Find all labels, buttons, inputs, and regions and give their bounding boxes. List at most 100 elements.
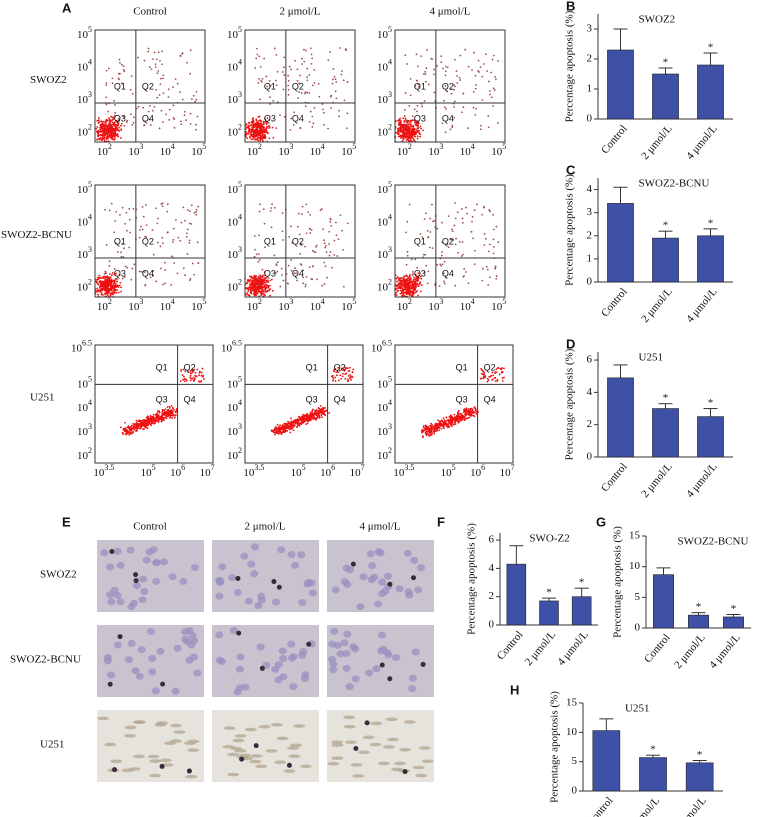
dot (297, 97, 299, 99)
dot (328, 231, 330, 233)
dot (324, 247, 326, 249)
dot (161, 411, 163, 413)
bar (540, 601, 559, 625)
cell (343, 581, 351, 588)
dot (481, 76, 483, 78)
column-header: 4 μmol/L (359, 521, 400, 533)
dot (274, 207, 276, 209)
cell (358, 750, 370, 754)
cell (274, 760, 286, 764)
dot (410, 94, 412, 96)
dot (409, 294, 411, 296)
cell (279, 647, 287, 654)
dot (468, 408, 470, 410)
dot (483, 375, 485, 377)
cell (152, 559, 160, 566)
dot (456, 415, 458, 417)
dot (253, 277, 255, 279)
dot (462, 241, 464, 243)
dot (405, 280, 407, 282)
tick-label: 104 (77, 212, 92, 228)
dot (442, 68, 444, 70)
dot (252, 119, 254, 121)
dot (320, 405, 322, 407)
cell (234, 749, 246, 753)
dot (155, 66, 157, 68)
quadrant-label: Q1 (306, 363, 318, 373)
dot (268, 290, 270, 292)
dot (465, 418, 467, 420)
dot (125, 265, 127, 267)
dot (334, 377, 336, 379)
dot (462, 92, 464, 94)
dot (169, 406, 171, 408)
tick-label: 106 (470, 463, 485, 479)
dot (440, 55, 442, 57)
dot (480, 125, 482, 127)
dot (412, 293, 414, 295)
dot (159, 94, 161, 96)
dot (290, 226, 292, 228)
dot (185, 119, 187, 121)
dot (473, 107, 475, 109)
dot (499, 374, 501, 376)
dot (264, 129, 266, 131)
tick-exp: 4 (171, 297, 175, 306)
tick-exp: 5 (238, 374, 242, 383)
dot (125, 431, 127, 433)
dot (98, 122, 100, 124)
significance-mark: * (708, 397, 714, 409)
dot (142, 107, 144, 109)
stained-cell (160, 764, 165, 769)
chart-title: U251 (625, 703, 649, 715)
dot (196, 209, 198, 211)
dot (161, 50, 163, 52)
tick-label: 106.5 (71, 338, 92, 354)
tick-label: 103.5 (393, 463, 414, 479)
dot (409, 275, 411, 277)
cell (394, 762, 406, 766)
dot (473, 91, 475, 93)
dot (312, 250, 314, 252)
stained-cell (187, 769, 192, 774)
dot (326, 277, 328, 279)
dot (420, 281, 422, 283)
quadrant-label: Q2 (142, 236, 154, 246)
dot (455, 218, 457, 220)
dot (252, 121, 254, 123)
dot (324, 407, 326, 409)
dot (186, 62, 188, 64)
dot (125, 429, 127, 431)
dot (199, 372, 201, 374)
dot (491, 96, 493, 98)
dot (463, 409, 465, 411)
dot (155, 63, 157, 65)
dot (417, 279, 419, 281)
dot (448, 246, 450, 248)
dot (256, 292, 258, 294)
dot (443, 425, 445, 427)
dot (148, 48, 150, 50)
dot (303, 61, 305, 63)
dot (111, 203, 113, 205)
quadrant-label: Q4 (184, 395, 196, 405)
dot (255, 293, 257, 295)
dot (158, 417, 160, 419)
dot (281, 268, 283, 270)
tick-label: 104 (310, 297, 325, 313)
dot (266, 280, 268, 282)
dot (267, 285, 269, 287)
dot (120, 286, 122, 288)
dot (276, 432, 278, 434)
dot (261, 292, 263, 294)
tick-base: 10 (371, 342, 383, 354)
cell (234, 589, 242, 596)
dot (455, 243, 457, 245)
dot (412, 279, 414, 281)
dot (310, 47, 312, 49)
dot (444, 261, 446, 263)
dot (449, 426, 451, 428)
tick-base: 10 (491, 146, 503, 158)
dot (429, 218, 431, 220)
dot (125, 212, 127, 214)
